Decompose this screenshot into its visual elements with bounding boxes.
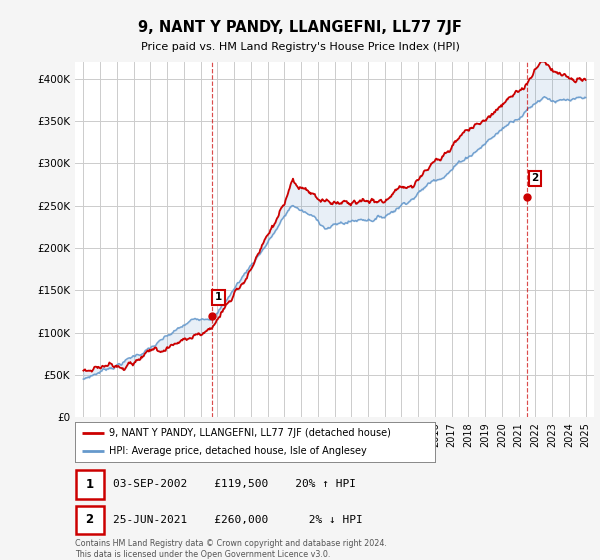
FancyBboxPatch shape <box>76 470 104 498</box>
FancyBboxPatch shape <box>76 506 104 534</box>
Text: 2: 2 <box>85 513 94 526</box>
Text: 9, NANT Y PANDY, LLANGEFNI, LL77 7JF: 9, NANT Y PANDY, LLANGEFNI, LL77 7JF <box>138 20 462 35</box>
Text: 1: 1 <box>85 478 94 491</box>
Text: 1: 1 <box>215 292 222 302</box>
Text: 25-JUN-2021    £260,000      2% ↓ HPI: 25-JUN-2021 £260,000 2% ↓ HPI <box>113 515 363 525</box>
Text: 9, NANT Y PANDY, LLANGEFNI, LL77 7JF (detached house): 9, NANT Y PANDY, LLANGEFNI, LL77 7JF (de… <box>109 428 391 437</box>
Text: Price paid vs. HM Land Registry's House Price Index (HPI): Price paid vs. HM Land Registry's House … <box>140 42 460 52</box>
Text: 2: 2 <box>532 174 539 184</box>
Text: 03-SEP-2002    £119,500    20% ↑ HPI: 03-SEP-2002 £119,500 20% ↑ HPI <box>113 479 356 489</box>
Text: HPI: Average price, detached house, Isle of Anglesey: HPI: Average price, detached house, Isle… <box>109 446 367 456</box>
Text: Contains HM Land Registry data © Crown copyright and database right 2024.
This d: Contains HM Land Registry data © Crown c… <box>75 539 387 559</box>
